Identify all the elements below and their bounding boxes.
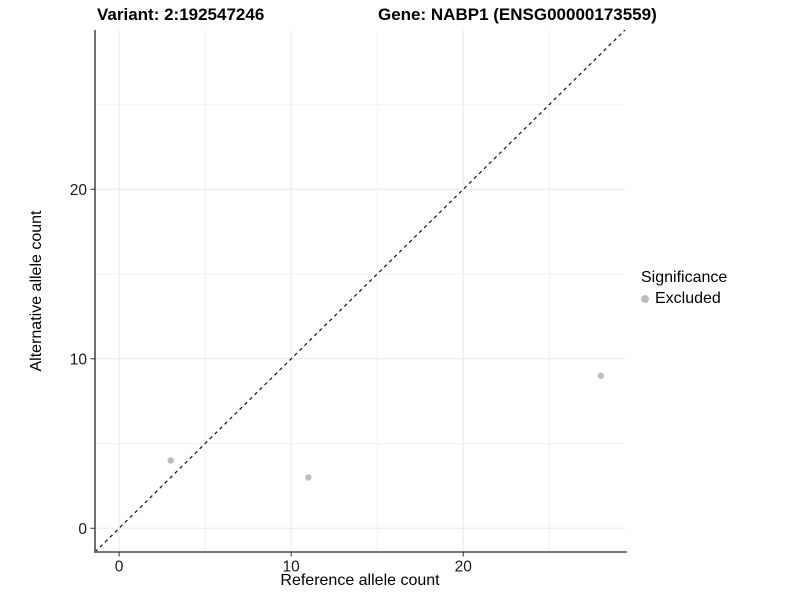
x-tick-label: 20 (455, 559, 473, 576)
x-tick-label: 0 (115, 559, 124, 576)
y-axis-title: Alternative allele count (28, 210, 45, 372)
legend-item-excluded: Excluded (641, 290, 727, 308)
legend-point-swatch (641, 295, 649, 303)
gene-title: Gene: NABP1 (ENSG00000173559) (378, 5, 657, 24)
identity-line (94, 29, 626, 553)
x-axis-title: Reference allele count (280, 572, 440, 589)
legend-title: Significance (641, 269, 728, 286)
variant-title: Variant: 2:192547246 (97, 5, 265, 24)
x-tick-label: 10 (283, 559, 301, 576)
legend-item-label: Excluded (655, 290, 721, 307)
y-tick-label: 0 (78, 521, 87, 538)
y-tick-label: 10 (70, 351, 88, 368)
data-point (597, 372, 605, 379)
data-point (305, 474, 312, 481)
y-tick-label: 20 (70, 182, 88, 199)
data-point (167, 457, 174, 464)
legend: Significance Excluded (641, 269, 727, 308)
